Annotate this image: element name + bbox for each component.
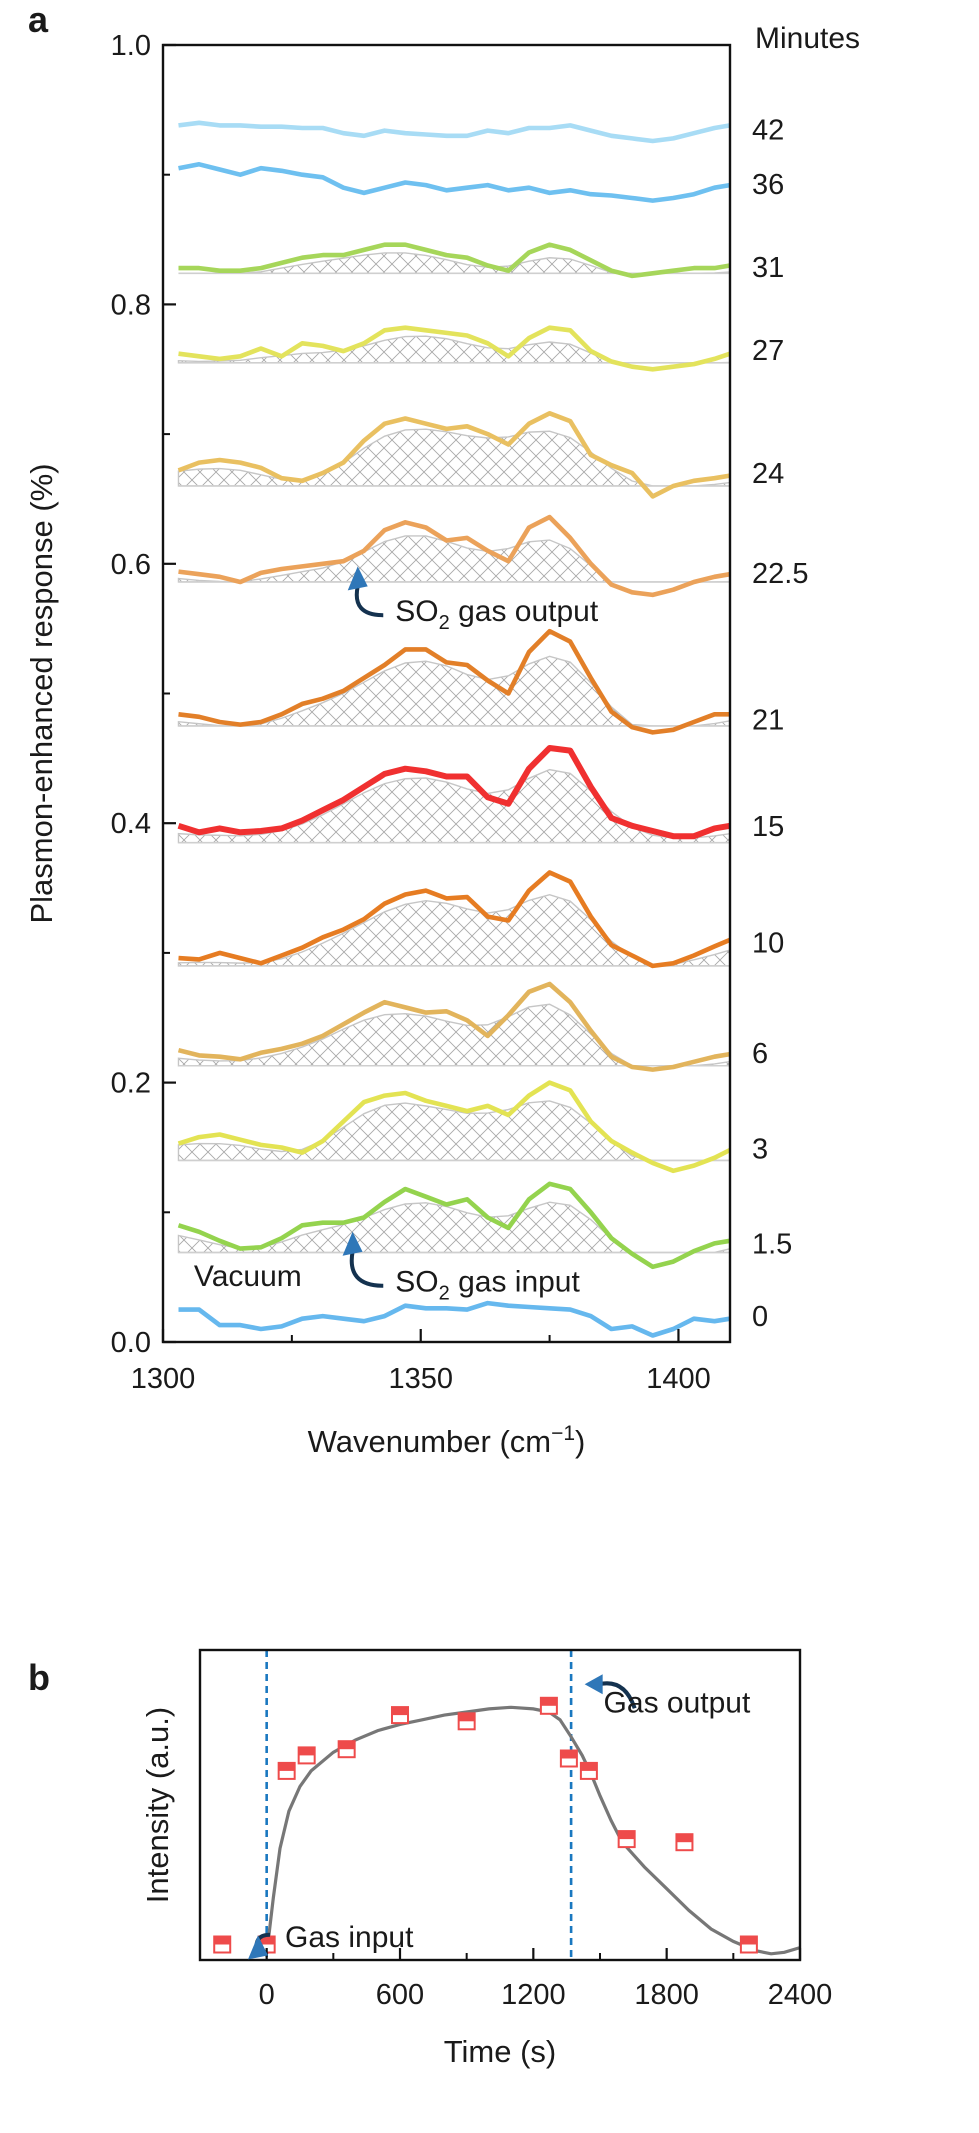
series-line-31	[178, 242, 731, 279]
minute-label: 21	[752, 704, 784, 736]
data-point-fill	[676, 1834, 693, 1843]
peak-fill-group	[177, 252, 731, 1254]
minute-label: 31	[752, 252, 784, 284]
gas-input-arrowhead-b	[248, 1935, 268, 1960]
peak-fill-24	[177, 428, 731, 487]
gas-output-arrow-b	[598, 1681, 637, 1709]
plot-frame-b	[198, 1648, 802, 1962]
series-line-42	[178, 120, 731, 144]
data-point-fill	[214, 1936, 231, 1945]
x-tick-label-b: 1800	[634, 1979, 699, 2011]
minute-label: 24	[752, 458, 784, 490]
minute-labels: 42 36 31 27 24 22.5 21 15 10 6 3 1.5 0	[752, 114, 808, 1333]
x-axis-label: Wavenumber (cm−1)	[308, 1422, 586, 1459]
y-tick-label: 0.4	[111, 808, 151, 840]
series-line-21	[178, 628, 730, 735]
y-tick-label: 0.2	[111, 1068, 151, 1100]
panel-a-label: a	[28, 0, 49, 40]
x-tick-label-b: 0	[259, 1979, 275, 2011]
x-tick-label: 1300	[131, 1363, 196, 1395]
y-tick-label: 0.0	[111, 1327, 151, 1359]
so2-gas-output-label: SO2 gas output	[395, 595, 599, 634]
data-point-fill	[338, 1741, 355, 1750]
y-tick-label: 0.6	[111, 549, 151, 581]
data-points	[213, 1696, 758, 1954]
peak-fill-10	[177, 893, 731, 967]
peak-fill-21	[177, 655, 731, 727]
data-point-fill	[560, 1750, 577, 1759]
series-line-0	[178, 1300, 731, 1338]
data-point-fill	[740, 1936, 757, 1945]
minute-label: 6	[752, 1038, 768, 1070]
axis-tick-labels: 0.0 0.2 0.4 0.6 0.8 1.0 1300 1350 1400	[111, 30, 711, 1395]
vacuum-label: Vacuum	[194, 1260, 302, 1293]
annotations-b: Gas input Gas output	[248, 1674, 751, 1960]
panel-b-label: b	[28, 1657, 50, 1698]
y-axis-label: Plasmon-enhanced response (%)	[24, 463, 59, 923]
series-line-22.5	[178, 514, 731, 598]
x-tick-label-b: 600	[376, 1979, 424, 2011]
gas-input-arrow	[349, 1251, 384, 1288]
minutes-header: Minutes	[755, 22, 860, 55]
series-line-1.5	[177, 1181, 731, 1270]
data-point-fill	[278, 1762, 295, 1771]
event-lines	[265, 1650, 573, 1960]
axis-tick-labels-b: 0 600 1200 1800 2400	[259, 1979, 833, 2011]
series-lines	[177, 120, 732, 1338]
data-point-fill	[580, 1762, 597, 1771]
panel-b-chart: 0 600 1200 1800 2400 Time (s) Intensity (a.u…	[140, 1648, 833, 2069]
gas-input-label: Gas input	[285, 1921, 414, 1954]
x-tick-label: 1350	[388, 1363, 453, 1395]
gas-output-arrowhead-b	[584, 1674, 603, 1695]
axis-ticks-b	[265, 1948, 802, 1960]
data-point-fill	[392, 1707, 408, 1716]
series-line-24	[177, 411, 731, 499]
minute-label: 10	[752, 928, 784, 960]
y-axis-label-b: Intensity (a.u.)	[140, 1707, 175, 1903]
x-tick-label: 1400	[646, 1363, 711, 1395]
data-point-fill	[540, 1697, 557, 1706]
minute-label: 42	[752, 114, 784, 146]
annotations: Vacuum SO2 gas input SO2 gas output	[194, 566, 599, 1305]
minute-label: 3	[752, 1134, 768, 1166]
gas-output-label: Gas output	[604, 1687, 751, 1720]
data-point-fill	[298, 1747, 315, 1756]
data-point-fill	[258, 1936, 275, 1945]
so2-gas-input-label: SO2 gas input	[395, 1266, 580, 1305]
series-line-10	[178, 870, 731, 969]
gas-input-arrowhead	[342, 1231, 363, 1256]
minute-label: 36	[752, 169, 784, 201]
data-point-fill	[458, 1713, 475, 1722]
series-line-6	[177, 981, 731, 1072]
x-axis-label-b: Time (s)	[444, 2034, 557, 2069]
series-line-3	[177, 1080, 732, 1174]
minute-label: 15	[752, 811, 784, 843]
gas-output-arrow	[354, 585, 384, 618]
baseline-group	[178, 272, 730, 1254]
series-line-27	[178, 325, 731, 372]
x-tick-label-b: 2400	[768, 1979, 833, 2011]
axis-ticks	[161, 43, 680, 1344]
y-tick-label: 0.8	[111, 289, 151, 321]
minute-label: 1.5	[752, 1228, 792, 1260]
minute-label: 22.5	[752, 558, 808, 590]
data-point-fill	[618, 1831, 635, 1840]
y-tick-label: 1.0	[111, 30, 151, 62]
series-line-15	[177, 745, 731, 840]
gas-output-arrowhead	[347, 566, 368, 591]
series-line-36	[178, 162, 731, 203]
minute-label: 0	[752, 1301, 768, 1333]
x-tick-label-b: 1200	[501, 1979, 566, 2011]
minute-label: 27	[752, 335, 784, 367]
